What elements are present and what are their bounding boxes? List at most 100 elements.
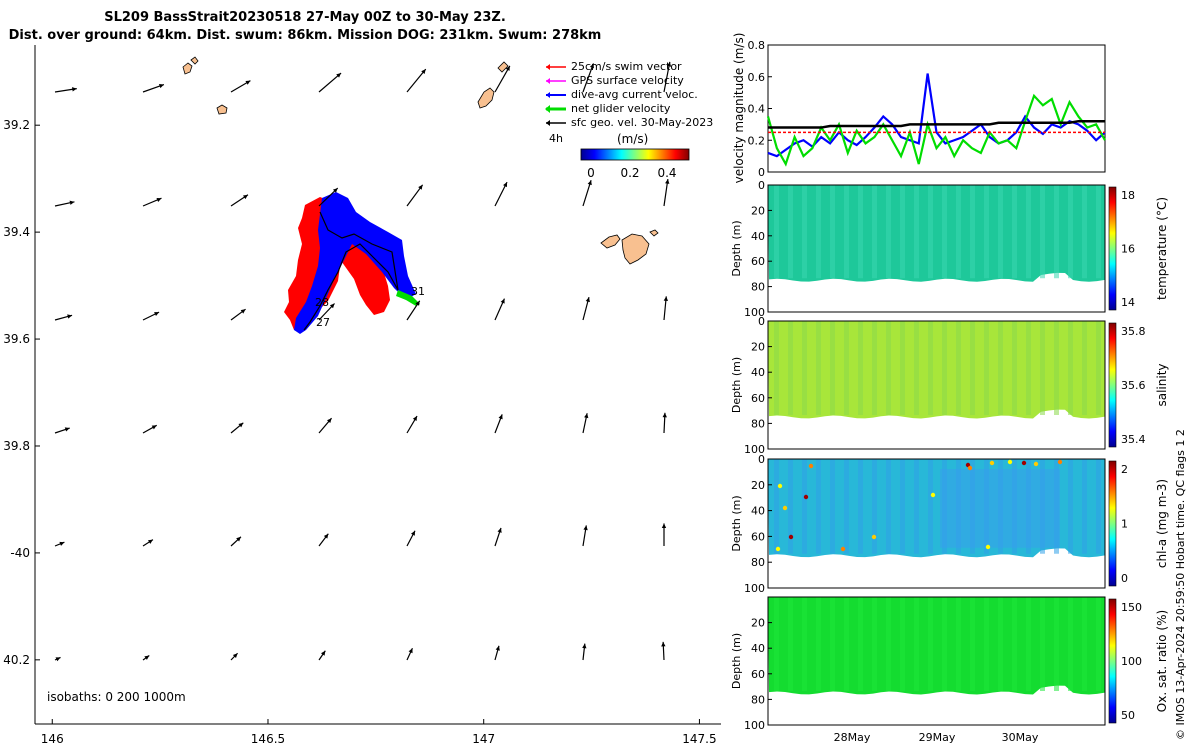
colorbar-tick-label: 150 bbox=[1121, 601, 1142, 614]
dive-stripe bbox=[816, 185, 821, 279]
depth-axis-label: Depth (m) bbox=[730, 633, 743, 689]
legend-label: GPS surface velocity bbox=[571, 74, 684, 87]
dive-stripe bbox=[1026, 185, 1031, 279]
map-y-ticks: 39.2 39.4 39.6 39.8 -40 40.2 bbox=[3, 118, 40, 667]
island bbox=[216, 104, 228, 115]
colorbar-label: salinity bbox=[1155, 363, 1169, 406]
legend-swatch-head bbox=[546, 120, 550, 126]
map-x-ticks: 146 146.5 147 147.5 bbox=[41, 719, 717, 746]
dive-stripe bbox=[942, 459, 947, 554]
depth-tick-label: 0 bbox=[758, 179, 765, 192]
dive-stripe bbox=[914, 321, 919, 415]
dive-stripe bbox=[830, 459, 835, 554]
legend-swatch-head bbox=[546, 92, 550, 98]
dive-stripe bbox=[844, 321, 849, 415]
track-line bbox=[303, 211, 399, 331]
legend-item-swim: 25cm/s swim vector bbox=[546, 60, 682, 73]
chl-sample-dot bbox=[782, 505, 788, 511]
profile-data-field bbox=[768, 321, 1105, 419]
island bbox=[182, 62, 193, 75]
dive-stripe bbox=[956, 597, 961, 691]
speed-colorbar: (m/s) 0 0.2 0.4 bbox=[580, 132, 690, 180]
dive-stripe bbox=[788, 185, 793, 279]
dive-stripe bbox=[942, 185, 947, 279]
dive-stripe bbox=[1068, 185, 1073, 279]
velocity-y-tick-label: 0.4 bbox=[748, 103, 766, 116]
map-panel: 31 28 27 25cm/s swim vector GPS surface … bbox=[3, 45, 721, 746]
colorbar-tick-label: 14 bbox=[1121, 296, 1135, 309]
dive-stripe bbox=[886, 597, 891, 691]
dive-stripe bbox=[830, 321, 835, 415]
geostrophic-arrow bbox=[54, 427, 70, 434]
legend-item-dive-avg: dive-avg current veloc. bbox=[546, 88, 698, 101]
geostrophic-arrow bbox=[230, 422, 244, 434]
dive-stripe bbox=[998, 185, 1003, 279]
dive-stripe bbox=[1040, 321, 1045, 415]
geostrophic-arrow bbox=[318, 72, 342, 93]
dive-stripe bbox=[802, 597, 807, 691]
dive-stripe bbox=[886, 459, 891, 554]
chl-sample-dot bbox=[777, 483, 783, 489]
dive-stripe bbox=[942, 321, 947, 415]
depth-tick-label: 0 bbox=[758, 315, 765, 328]
geostrophic-arrow bbox=[142, 311, 160, 321]
depth-tick-label: 100 bbox=[744, 719, 765, 732]
legend-swatch-head bbox=[546, 64, 550, 70]
geostrophic-arrow bbox=[318, 417, 333, 434]
depth-tick-label: 80 bbox=[751, 693, 765, 706]
dive-stripe bbox=[1096, 459, 1101, 554]
dive-stripe bbox=[858, 321, 863, 415]
dive-stripe bbox=[998, 597, 1003, 691]
dive-stripe bbox=[1096, 185, 1101, 279]
dive-stripe bbox=[1054, 597, 1059, 691]
profile-colorbar bbox=[1108, 460, 1117, 587]
depth-axis-label: Depth (m) bbox=[730, 495, 743, 551]
dive-stripe bbox=[872, 459, 877, 554]
speed-colorbar-tick: 0.4 bbox=[657, 166, 676, 180]
dive-stripe bbox=[970, 459, 975, 554]
dive-stripe bbox=[914, 185, 919, 279]
chl-sample-dot bbox=[1057, 459, 1063, 465]
geostrophic-arrow bbox=[54, 200, 75, 207]
legend-label: sfc geo. vel. 30-May-2023 bbox=[571, 116, 713, 129]
dive-stripe bbox=[1068, 459, 1073, 554]
dive-stripe bbox=[900, 459, 905, 554]
geostrophic-arrow bbox=[582, 413, 589, 434]
geostrophic-arrow bbox=[582, 643, 587, 661]
dive-stripe bbox=[788, 459, 793, 554]
geostrophic-arrow bbox=[663, 296, 668, 321]
chl-sample-dot bbox=[840, 546, 846, 552]
geostrophic-arrow bbox=[318, 303, 335, 321]
legend-label: dive-avg current veloc. bbox=[571, 88, 698, 101]
speed-colorbar-tick: 0.2 bbox=[620, 166, 639, 180]
depth-tick-label: 80 bbox=[751, 417, 765, 430]
profile-panel: 0 20 40 60 80 100 Depth (m) 18 16 14 temperature (… bbox=[730, 179, 1169, 319]
geostrophic-arrow bbox=[494, 65, 511, 93]
geostrophic-arrow bbox=[230, 652, 239, 661]
geostrophic-arrow bbox=[230, 80, 251, 93]
velocity-y-tick-label: 0.6 bbox=[748, 71, 766, 84]
profile-colorbar bbox=[1108, 186, 1117, 311]
velocity-panel: 0 0.2 0.4 0.6 0.8 velocity magnitude (m/s) bbox=[732, 33, 1106, 183]
colorbar-tick-label: 2 bbox=[1121, 463, 1128, 476]
dive-stripe bbox=[928, 597, 933, 691]
dive-stripe bbox=[1082, 597, 1087, 691]
dive-stripe bbox=[1054, 185, 1059, 279]
depth-tick-label: 60 bbox=[751, 668, 765, 681]
island bbox=[600, 234, 621, 249]
dive-stripe bbox=[984, 185, 989, 279]
colorbar-label: Ox. sat. ratio (%) bbox=[1155, 610, 1169, 712]
legend-label: 25cm/s swim vector bbox=[571, 60, 682, 73]
colorbar-label: temperature (°C) bbox=[1155, 197, 1169, 300]
dive-stripe bbox=[956, 185, 961, 279]
dive-stripe bbox=[1040, 185, 1045, 279]
dive-stripe bbox=[886, 321, 891, 415]
map-x-tick-label: 146 bbox=[41, 732, 64, 746]
geostrophic-arrow bbox=[406, 300, 421, 321]
depth-tick-label: 20 bbox=[751, 204, 765, 217]
dive-stripe bbox=[1040, 459, 1045, 554]
map-legend: 25cm/s swim vector GPS surface velocity … bbox=[545, 60, 713, 145]
dive-stripe bbox=[984, 321, 989, 415]
island bbox=[621, 233, 650, 265]
dive-stripe bbox=[774, 459, 779, 554]
